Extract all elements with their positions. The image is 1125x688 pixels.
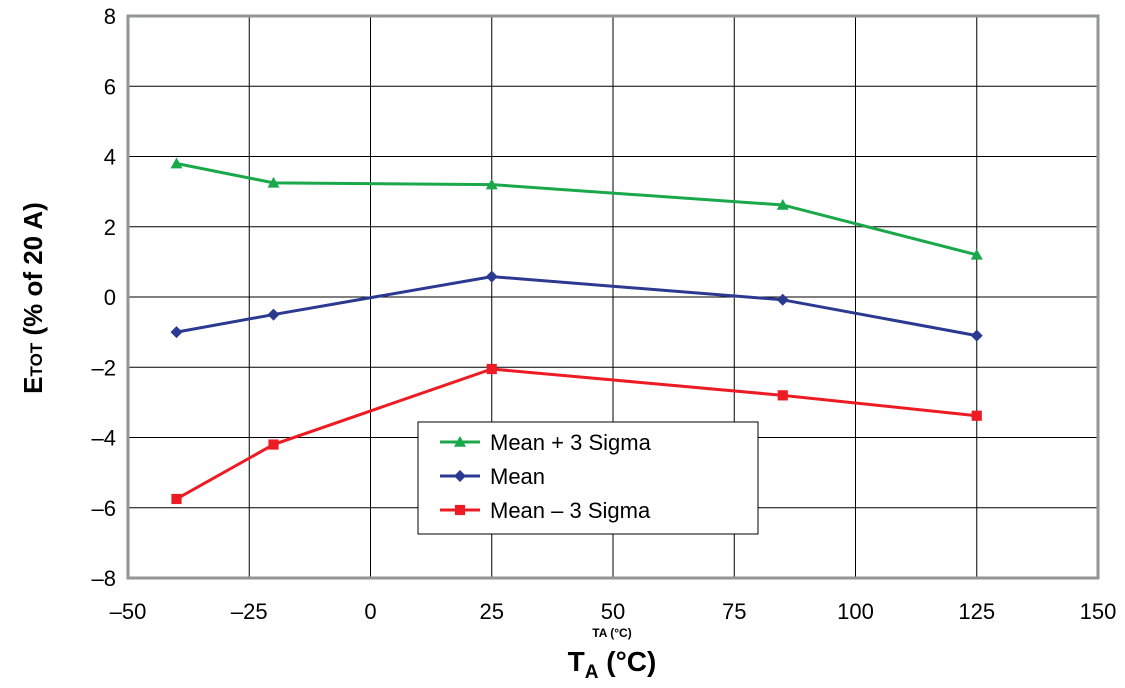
series-line — [176, 162, 978, 257]
data-point — [971, 410, 982, 421]
data-point — [267, 308, 280, 321]
x-axis-title-sub: A — [585, 662, 599, 683]
series-line — [176, 275, 978, 338]
y-axis-title-main: E — [18, 376, 48, 393]
y-tick-label: 6 — [104, 74, 116, 99]
y-tick-label: –8 — [92, 566, 116, 591]
data-point — [170, 326, 183, 339]
x-axis-title-main: T — [568, 646, 585, 677]
data-point — [268, 439, 279, 450]
y-tick-label: –2 — [92, 355, 116, 380]
x-tick-labels: –50 –25 0 25 50 75 100 125 150 — [110, 599, 1117, 624]
x-tick-label: 150 — [1080, 599, 1117, 624]
y-tick-labels: –8 –6 –4 –2 0 2 4 6 8 — [92, 4, 116, 591]
legend-label: Mean – 3 Sigma — [490, 498, 651, 523]
data-point — [970, 248, 983, 260]
data-point — [267, 176, 280, 188]
x-tick-label: –50 — [110, 599, 147, 624]
legend: Mean + 3 Sigma Mean Mean – 3 Sigma — [417, 421, 759, 535]
x-tick-label: 50 — [601, 599, 625, 624]
plot-frame — [126, 14, 1100, 580]
y-axis-title-unit: (% of 20 A) — [18, 202, 48, 343]
series-triangle — [170, 157, 983, 260]
y-axis-title: ETOT (% of 20 A) — [18, 202, 48, 394]
legend-swatch-marker — [454, 504, 466, 516]
data-point — [776, 198, 789, 210]
y-tick-label: 2 — [104, 215, 116, 240]
legend-swatch-marker — [454, 436, 466, 447]
x-tick-label: 75 — [722, 599, 746, 624]
x-axis-title: TA (°C) — [568, 646, 657, 683]
x-tick-label: –25 — [231, 599, 268, 624]
legend-label: Mean + 3 Sigma — [490, 430, 652, 455]
x-tick-label: 0 — [364, 599, 376, 624]
legend-label: Mean — [490, 464, 545, 489]
series — [170, 157, 983, 505]
grid — [128, 16, 1098, 578]
x-tick-label: 125 — [958, 599, 995, 624]
y-tick-label: 8 — [104, 4, 116, 29]
x-tick-label: 100 — [837, 599, 874, 624]
x-axis-title-unit: (°C) — [598, 646, 656, 677]
x-tick-label: 25 — [480, 599, 504, 624]
data-point — [486, 363, 497, 375]
data-point — [777, 390, 788, 401]
data-point — [485, 178, 498, 190]
data-point — [170, 157, 183, 169]
y-tick-label: –6 — [92, 496, 116, 521]
y-tick-label: 4 — [104, 145, 116, 170]
y-axis-title-sub: TOT — [27, 342, 46, 376]
data-point — [970, 329, 983, 342]
series-diamond — [170, 270, 983, 342]
data-point — [485, 270, 498, 283]
y-tick-label: –4 — [92, 426, 116, 451]
data-point — [776, 293, 789, 306]
data-point — [171, 493, 182, 505]
x-axis-small-label: TA (°C) — [592, 626, 631, 640]
y-tick-label: 0 — [104, 285, 116, 310]
series-square — [171, 363, 982, 505]
legend-swatch-marker — [454, 470, 466, 482]
